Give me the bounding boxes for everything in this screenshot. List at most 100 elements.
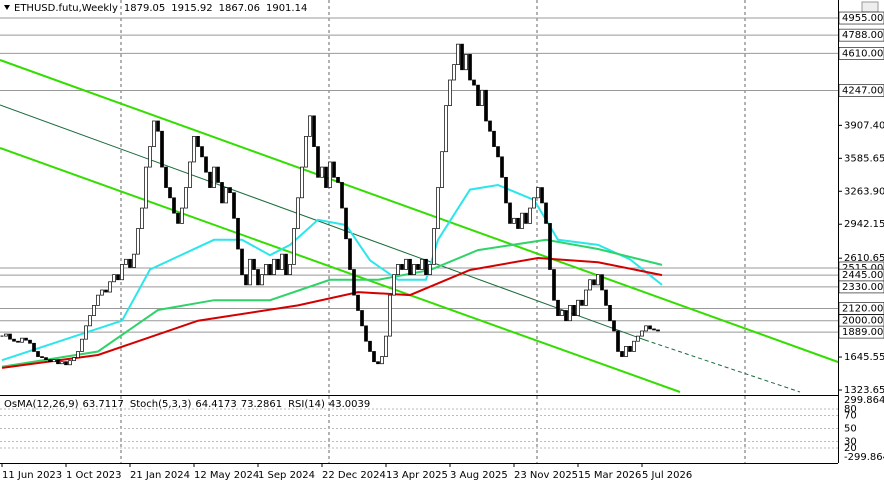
x-tick-label: 13 Apr 2025 <box>386 470 448 481</box>
x-tick-label: 5 Jul 2026 <box>642 470 692 481</box>
osc-tick-label: 70 <box>844 411 857 422</box>
candle <box>8 333 12 340</box>
candle <box>504 176 508 204</box>
candle <box>112 274 116 283</box>
candle <box>500 156 504 178</box>
x-tick-label: 23 Nov 2025 <box>514 470 578 481</box>
indicator-value: 64.4173 <box>195 399 236 410</box>
candle <box>488 120 492 132</box>
level-label: 2330.00 <box>842 282 883 293</box>
candle <box>528 207 532 224</box>
candle <box>108 281 112 293</box>
trendline <box>0 104 646 341</box>
y-tick-label: 3263.90 <box>844 186 884 197</box>
candle <box>636 335 640 342</box>
candle <box>80 338 84 352</box>
candle <box>156 120 160 132</box>
osc-tick-label: 30 <box>844 437 857 448</box>
candle <box>320 166 324 178</box>
candle <box>248 258 252 286</box>
candle <box>492 130 496 147</box>
level-label: 4955.00 <box>842 13 883 24</box>
candle <box>92 305 96 316</box>
candle <box>124 258 128 265</box>
candle <box>68 360 72 366</box>
osc-tick-label: 20 <box>844 443 857 454</box>
candle <box>356 294 360 311</box>
candle <box>288 264 292 275</box>
candle <box>540 187 544 204</box>
x-tick-label: 12 May 2024 <box>194 470 259 481</box>
candle <box>300 166 304 199</box>
candle <box>388 294 392 337</box>
indicator-value: 73.2861 <box>241 399 282 410</box>
candle <box>556 299 560 316</box>
menu-icon[interactable] <box>4 5 10 10</box>
candle <box>220 182 224 204</box>
candle <box>404 258 408 270</box>
candle <box>472 79 476 86</box>
level-label: 4610.00 <box>842 48 883 59</box>
candle <box>460 43 464 71</box>
level-label: 2000.00 <box>842 316 883 327</box>
candle <box>440 151 444 188</box>
candle <box>628 345 632 352</box>
candle <box>148 146 152 168</box>
year-grid <box>120 0 746 463</box>
candle <box>652 328 656 331</box>
ohlc-value: 1867.06 <box>219 3 260 14</box>
candle <box>364 325 368 342</box>
candle <box>332 161 336 178</box>
candle <box>200 146 204 158</box>
candle <box>204 156 208 173</box>
trendline <box>0 59 839 363</box>
window-button[interactable] <box>861 1 879 13</box>
candle <box>600 274 604 291</box>
chart-header: ETHUSD.futu,Weekly 1879.05 1915.92 1867.06 1… <box>14 3 307 14</box>
candle <box>584 289 588 306</box>
candle <box>96 294 100 306</box>
candle <box>372 351 376 363</box>
y-tick-label: 1323.65 <box>844 385 884 396</box>
candle <box>416 264 420 270</box>
candle <box>580 299 584 306</box>
level-label-box <box>838 280 884 294</box>
candle <box>516 217 520 229</box>
candle <box>568 305 572 322</box>
candle <box>376 361 380 365</box>
candle <box>616 330 620 352</box>
candle <box>152 120 156 147</box>
candle <box>12 338 16 342</box>
x-tick-label: 1 Oct 2023 <box>66 470 121 481</box>
candle <box>608 305 612 322</box>
candle <box>48 359 52 363</box>
candle <box>476 84 480 106</box>
level-label: 1889.00 <box>842 327 883 338</box>
candle <box>180 207 184 224</box>
candle <box>344 207 348 240</box>
candle <box>632 340 636 352</box>
candle <box>520 212 524 229</box>
candle <box>656 329 660 332</box>
candle <box>64 361 68 366</box>
candle <box>432 228 436 265</box>
candle <box>312 115 316 147</box>
candle <box>60 361 64 365</box>
level-label: 2515.00 <box>842 263 883 274</box>
candle <box>24 337 28 341</box>
candle <box>624 345 628 357</box>
y-tick-label: 3907.40 <box>844 120 884 131</box>
candle <box>604 289 608 306</box>
y-tick-label: 2610.65 <box>844 253 884 264</box>
candle <box>32 342 36 352</box>
candle <box>240 248 244 275</box>
candle <box>44 357 48 361</box>
candle <box>72 357 76 362</box>
candle <box>36 351 40 357</box>
x-tick-label: 3 Aug 2025 <box>450 470 508 481</box>
candle <box>512 217 516 224</box>
y-tick-label: 3585.65 <box>844 153 884 164</box>
candle <box>252 258 256 270</box>
candle <box>336 176 340 183</box>
